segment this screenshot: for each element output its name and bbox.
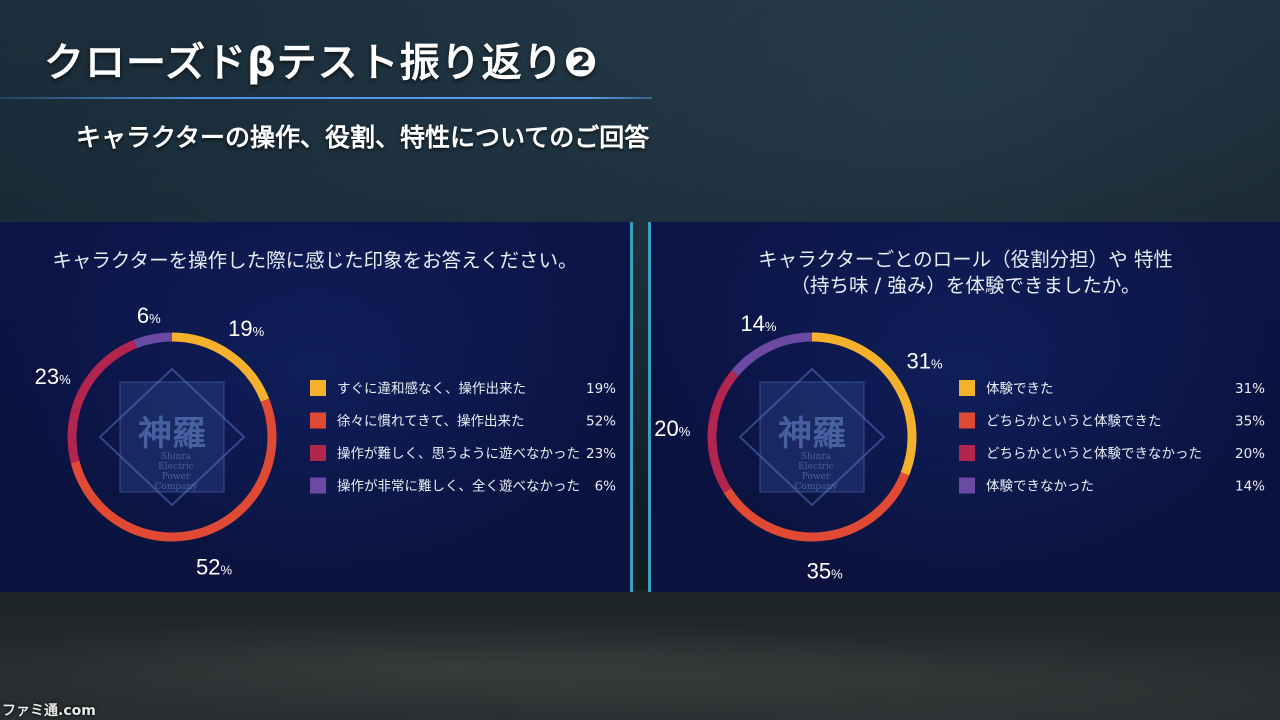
legend-label: 操作が難しく、思うように遊べなかった (337, 446, 580, 462)
legend-value: 14% (1235, 479, 1265, 495)
emblem-subtext: Electric (158, 462, 194, 472)
emblem-diamond (98, 367, 246, 507)
emblem-subtext: Power (162, 472, 191, 482)
legend-value: 23% (586, 446, 616, 462)
page-subtitle: キャラクターの操作、役割、特性についてのご回答 (76, 123, 650, 152)
data-label: 35% (807, 558, 843, 583)
data-label: 23% (35, 364, 71, 389)
donut-slice (811, 332, 917, 476)
emblem-square (119, 381, 225, 493)
legend-swatch (959, 412, 975, 429)
legend-label: 体験できなかった (986, 479, 1094, 495)
legend-swatch (959, 380, 975, 396)
donut-slice (707, 370, 739, 493)
data-label: 6% (137, 303, 161, 328)
emblem-subtext: Company (155, 482, 199, 492)
watermark: ファミ通.com (2, 703, 96, 719)
emblem-subtext: Power (802, 472, 831, 482)
data-label: 14% (740, 311, 776, 336)
legend: 体験できた 31% どちらかというと体験できた 35% どちらかというと体験できなかった… (959, 380, 1265, 495)
donut-slice (67, 339, 137, 463)
legend-value: 6% (595, 479, 617, 495)
legend-swatch (959, 445, 975, 461)
donut-chart-left: 神羅ShinraElectricPowerCompany19%52%23%6%す… (35, 303, 617, 579)
question-text-line-2: （持ち味 / 強み）を体験できましたか。 (790, 274, 1141, 297)
question-text: キャラクターを操作した際に感じた印象をお答えください。 (52, 249, 578, 272)
background-scene (0, 590, 1280, 720)
chart-panel-right: キャラクターごとのロール（役割分担）や 特性 （持ち味 / 強み）を体験できまし… (648, 222, 1280, 592)
emblem-subtext: Shinra (801, 452, 832, 462)
legend-label: 体験できた (986, 381, 1054, 397)
data-label: 31% (906, 349, 942, 374)
emblem-diamond (738, 367, 886, 507)
emblem-subtext: Company (795, 482, 839, 492)
question-text-line-1: キャラクターごとのロール（役割分担）や 特性 (758, 248, 1173, 271)
legend-swatch (310, 380, 326, 396)
donut-slice (133, 332, 173, 349)
donut-slice (70, 398, 277, 542)
legend-swatch (310, 477, 326, 494)
emblem-subtext: Electric (798, 462, 834, 472)
emblem-square (759, 381, 865, 493)
legend-swatch (310, 445, 326, 461)
legend-value: 19% (586, 381, 616, 397)
legend-value: 31% (1235, 381, 1265, 397)
emblem-kanji: 神羅 (138, 414, 206, 454)
data-label: 52% (196, 554, 232, 579)
legend-label: すぐに違和感なく、操作出来た (337, 380, 526, 397)
legend-label: どちらかというと体験できた (986, 414, 1162, 430)
page-title: クローズドβテスト振り返り❷ (44, 40, 599, 86)
legend-swatch (959, 477, 975, 494)
data-label: 20% (654, 416, 690, 441)
legend-value: 20% (1235, 446, 1265, 462)
title-divider (0, 97, 652, 99)
legend-label: どちらかというと体験できなかった (986, 446, 1202, 462)
donut-slice (731, 332, 813, 377)
legend-label: 徐々に慣れてきて、操作出来た (337, 414, 525, 430)
legend-value: 35% (1235, 414, 1265, 430)
donut-slice (171, 332, 270, 402)
legend-value: 52% (586, 414, 616, 430)
emblem-subtext: Shinra (161, 452, 192, 462)
chart-panel-left: キャラクターを操作した際に感じた印象をお答えください。 神羅 Shinra Elec… (0, 222, 633, 592)
legend-label: 操作が非常に難しく、全く遊べなかった (337, 478, 580, 495)
data-label: 19% (228, 316, 264, 341)
legend-swatch (310, 412, 326, 429)
emblem-kanji: 神羅 (778, 414, 846, 454)
legend: すぐに違和感なく、操作出来た 19% 徐々に慣れてきて、操作出来た 52% 操作が難しく… (310, 380, 616, 495)
donut-slice (723, 472, 910, 542)
